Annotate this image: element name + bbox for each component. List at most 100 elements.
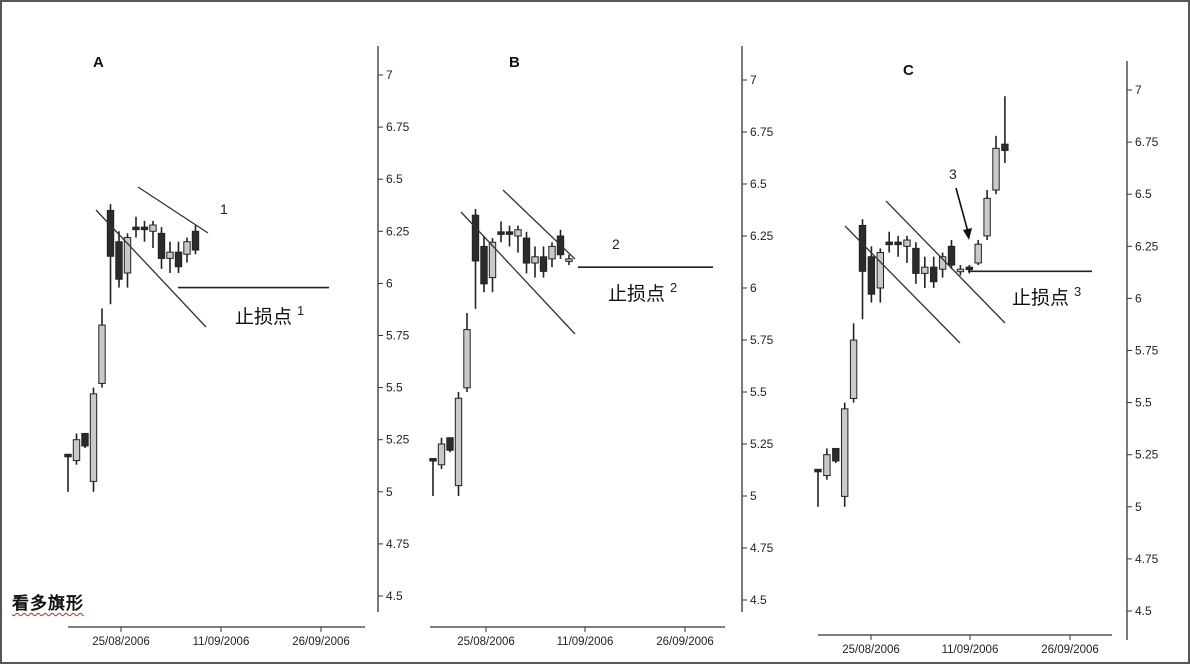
candle-body — [894, 241, 902, 246]
candle-body — [885, 241, 893, 246]
y-tick-label: 4.5 — [386, 589, 403, 603]
candle-body — [132, 226, 140, 231]
candlestick — [106, 204, 115, 305]
candle-body — [89, 393, 98, 482]
y-tick-label: 6.25 — [386, 224, 410, 238]
stop-loss-label: 止损点 — [608, 283, 665, 305]
candle-body — [64, 453, 72, 458]
y-tick-label: 5 — [750, 489, 757, 503]
candlestick — [81, 432, 89, 449]
candlestick — [454, 392, 463, 496]
candlestick — [72, 433, 81, 465]
chart-panel-b: B 7 6.75 6.5 6.25 6 5.75 5.5 5.25 5 4.75 4.5 25/08/2… — [429, 46, 774, 648]
flag-lower-line — [844, 225, 961, 344]
candlestick — [488, 238, 497, 293]
candlestick — [930, 256, 938, 288]
x-tick-label: 25/08/2006 — [92, 636, 150, 648]
candlestick — [437, 437, 446, 469]
y-tick-label: 5.25 — [386, 433, 410, 447]
candle-body — [183, 241, 191, 255]
candle-body — [983, 197, 991, 237]
candle-body — [429, 458, 437, 462]
candlestick — [191, 225, 200, 255]
candlestick — [867, 246, 876, 303]
y-tick-label: 5.5 — [1135, 396, 1152, 410]
x-tick-label: 11/09/2006 — [193, 636, 250, 648]
candlestick — [123, 233, 132, 288]
candlestick — [157, 227, 166, 269]
candlestick — [974, 240, 982, 266]
y-tick-label: 6.5 — [1135, 187, 1152, 201]
candle-body — [974, 243, 982, 264]
candle-body — [531, 256, 539, 264]
candlestick — [548, 242, 556, 268]
stop-loss-superscript: 2 — [670, 280, 677, 295]
callout-arrow-head — [963, 228, 972, 240]
x-tick-label: 26/09/2006 — [292, 636, 350, 648]
callout-number: 2 — [612, 236, 620, 252]
y-tick-label: 6.25 — [750, 229, 774, 243]
flag-upper-line — [137, 186, 209, 234]
candle-body — [1001, 143, 1009, 151]
candle-body — [488, 241, 497, 279]
candle-body — [814, 468, 822, 473]
stop-loss-label: 止损点 — [1012, 287, 1069, 309]
candle-body — [841, 408, 849, 497]
candlestick — [983, 190, 991, 241]
candlestick — [921, 256, 929, 288]
candlestick — [565, 254, 573, 266]
candle-body — [867, 256, 876, 295]
candlestick — [894, 235, 902, 257]
candle-body — [446, 437, 454, 451]
candlestick — [140, 220, 149, 242]
candlestick — [522, 231, 531, 274]
candlestick — [166, 241, 174, 273]
candle-body — [876, 252, 884, 289]
y-tick-label: 6.75 — [1135, 135, 1159, 149]
y-tick-label: 6.5 — [386, 172, 403, 186]
candle-body — [106, 209, 115, 257]
candle-body — [72, 439, 81, 462]
x-tick-label: 26/09/2006 — [656, 636, 714, 648]
candlestick — [64, 453, 72, 492]
candle-body — [149, 224, 157, 232]
candlestick — [841, 402, 849, 507]
y-tick-label: 6 — [386, 276, 393, 290]
candle-body — [471, 214, 480, 262]
candlestick — [956, 265, 965, 276]
candlestick — [505, 225, 514, 247]
candle-body — [191, 230, 200, 251]
y-tick-label: 6 — [1135, 291, 1142, 305]
y-tick-label: 5.25 — [750, 437, 774, 451]
y-tick-label: 6.25 — [1135, 239, 1159, 253]
callout-arrow-shaft — [955, 187, 969, 233]
candle-body — [480, 245, 488, 285]
y-tick-label: 7 — [750, 73, 757, 87]
y-tick-label: 7 — [386, 68, 393, 82]
candle-body — [823, 454, 831, 477]
y-tick-label: 5 — [1135, 500, 1142, 514]
candle-body — [98, 324, 106, 384]
caption-bull-flag: 看多旗形 — [12, 594, 84, 614]
candlestick — [947, 240, 956, 270]
y-tick-label: 4.75 — [386, 537, 410, 551]
y-tick-label: 5.5 — [386, 381, 403, 395]
candle-body — [514, 229, 522, 237]
candle-body — [903, 239, 911, 247]
flag-lower-line — [95, 209, 207, 328]
stop-loss-label: 止损点 — [235, 306, 292, 328]
chart-panel-c: C 7 6.75 6.5 6.25 6 5.75 5.5 5.25 5 4.75 4.5 25/08/2… — [814, 61, 1159, 656]
y-tick-label: 5.5 — [750, 385, 767, 399]
flag-lower-line — [460, 211, 576, 335]
candlestick — [1001, 96, 1009, 163]
chart-panel-a: A 7 6.75 6.5 6.25 6 5.75 5.5 5.25 5 4.75 4.5 25/08/2… — [64, 46, 410, 648]
candle-body — [565, 258, 573, 262]
panel-label: A — [93, 54, 104, 71]
y-tick-label: 6 — [750, 281, 757, 295]
candlestick — [965, 265, 973, 274]
candlestick — [115, 231, 123, 288]
stop-loss-superscript: 1 — [297, 303, 304, 318]
candlestick — [849, 323, 858, 403]
x-tick-label: 25/08/2006 — [842, 644, 900, 656]
x-tick-label: 11/09/2006 — [557, 636, 614, 648]
